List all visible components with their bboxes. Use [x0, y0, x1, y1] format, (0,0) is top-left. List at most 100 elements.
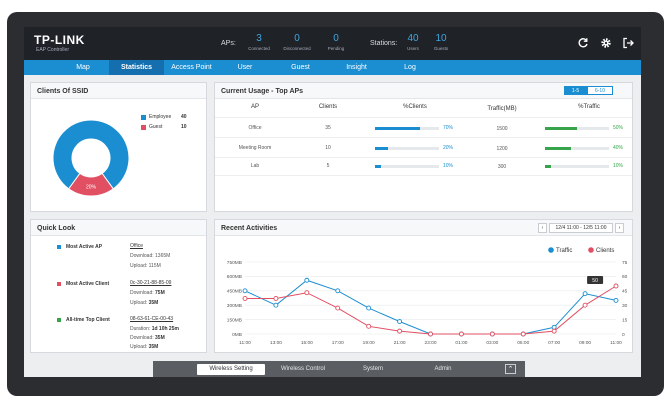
pie-label: 20% — [86, 185, 97, 191]
legend-label-employee: Employee — [149, 114, 172, 120]
tab-admin[interactable]: Admin — [434, 366, 452, 372]
x-tick-label: 15:00 — [301, 340, 313, 346]
tab-system[interactable]: System — [362, 366, 383, 372]
clients-bar-fill — [375, 147, 388, 150]
legend-swatch-guest — [141, 125, 146, 130]
series-line-clients — [245, 285, 617, 335]
download-key: Download: — [130, 335, 154, 341]
y-left-tick-label: 150MB — [227, 317, 242, 323]
quick-look-panel: Quick Look Most Active AP Office Downloa… — [30, 219, 207, 353]
panel-header — [215, 220, 632, 236]
bottom-bar: Wireless Setting Wireless Control System… — [153, 361, 525, 377]
tab-user[interactable]: User — [237, 64, 253, 71]
tab-access-point[interactable]: Access Point — [171, 64, 212, 71]
x-tick-label: 01:00 — [455, 340, 467, 346]
x-tick-label: 13:00 — [270, 340, 282, 346]
chevron-left-icon[interactable]: ‹ — [538, 223, 547, 233]
y-right-tick-label: 15 — [622, 317, 628, 323]
chevron-right-icon[interactable]: › — [615, 223, 624, 233]
gear-icon[interactable] — [599, 36, 613, 50]
most-active-ap-link[interactable]: Office — [130, 243, 143, 249]
traffic-bar-fill — [545, 165, 552, 168]
download-value: 1365M — [155, 253, 171, 259]
download-value: 75M — [155, 290, 165, 296]
x-tick-label: 11:00 — [610, 340, 622, 346]
data-point — [335, 305, 341, 311]
data-point — [242, 288, 248, 294]
data-point — [520, 331, 526, 337]
tab-guest[interactable]: Guest — [291, 64, 310, 71]
disconnected-count[interactable]: 0 — [294, 33, 300, 44]
date-range[interactable]: 12/4 11:00 - 12/5 11:00 — [549, 223, 613, 233]
upload-value: 35M — [148, 344, 159, 350]
data-point — [273, 302, 279, 308]
column-header-pct-traffic: %Traffic — [578, 104, 600, 110]
traffic-bar-fill — [545, 147, 571, 150]
top-client-link[interactable]: 08-63-61-CE-00-43 — [130, 316, 174, 322]
clients-bar-track — [375, 147, 439, 150]
data-point — [242, 296, 248, 301]
tab-wireless-setting[interactable]: Wireless Setting — [197, 364, 265, 375]
logo-subtitle: EAP Controller — [36, 47, 69, 53]
column-header-traffic: Traffic(MB) — [487, 106, 517, 112]
x-tick-label: 05:00 — [517, 340, 529, 346]
table-cell-pct-clients: 10% — [443, 163, 454, 169]
tooltip-box — [587, 276, 604, 284]
connected-count[interactable]: 3 — [256, 33, 262, 44]
toggle-6-10[interactable]: 6-10 — [587, 86, 613, 95]
x-tick-label: 09:00 — [579, 340, 591, 346]
data-point — [613, 297, 619, 303]
logo: TP-LINK — [34, 33, 85, 47]
y-left-tick-label: 0MB — [232, 332, 242, 338]
legend-swatch-employee — [141, 115, 146, 120]
pie-label: 80% — [92, 118, 103, 122]
tab-wireless-control[interactable]: Wireless Control — [280, 366, 325, 372]
ssid-donut-chart: 20% 80% — [52, 118, 130, 197]
upload-value: 35M — [148, 300, 159, 306]
table-cell-traffic: 300 — [497, 164, 507, 170]
y-left-tick-label: 600MB — [227, 274, 242, 280]
logout-icon[interactable] — [621, 36, 635, 50]
data-point — [335, 288, 341, 294]
recent-activities-panel: Recent Activities ‹ 12/4 11:00 - 12/5 11… — [214, 219, 633, 353]
quick-look-marker — [57, 282, 61, 286]
y-left-tick-label: 450MB — [227, 289, 242, 295]
guests-count[interactable]: 10 — [435, 33, 447, 44]
recent-activities-chart: Traffic Clients 0MB 0 150MB 15 300MB 30 450MB 45 6… — [227, 247, 628, 346]
data-point — [551, 328, 557, 334]
table-cell-clients: 5 — [326, 163, 330, 169]
legend-label: Traffic — [556, 248, 572, 254]
table-cell-pct-clients: 70% — [443, 125, 454, 131]
table-cell-traffic: 1500 — [496, 126, 508, 132]
stations-label: Stations: — [370, 40, 398, 47]
data-point — [613, 283, 619, 289]
legend-marker — [548, 247, 554, 253]
panel-title: Current Usage - Top APs — [221, 88, 304, 95]
quick-look-marker — [57, 318, 61, 322]
tab-map[interactable]: Map — [76, 64, 90, 71]
tooltip-value: 50 — [592, 278, 598, 284]
download-key: Download: — [130, 290, 154, 296]
app-screen: TP-LINK EAP Controller APs: 3 Connected … — [24, 27, 641, 377]
data-point — [397, 328, 403, 334]
duration-key: Duration: — [130, 326, 151, 332]
data-point — [366, 305, 372, 311]
tab-log[interactable]: Log — [404, 64, 416, 71]
most-active-client-link[interactable]: 0c-30-21-88-85-09 — [130, 280, 172, 286]
clients-bar-track — [375, 165, 439, 168]
y-right-tick-label: 45 — [622, 289, 628, 295]
toggle-1-5[interactable]: 1-5 — [564, 86, 587, 95]
pending-count[interactable]: 0 — [333, 33, 339, 44]
panel-header — [31, 83, 206, 99]
chevron-up-icon[interactable]: ⌃ — [505, 364, 516, 374]
tab-insight[interactable]: Insight — [346, 64, 367, 71]
tab-statistics[interactable]: Statistics — [109, 60, 164, 75]
connected-label: Connected — [248, 46, 270, 51]
table-cell-ap: Office — [248, 125, 262, 131]
main-nav: Map Statistics Access Point User Guest I… — [24, 60, 641, 75]
table-cell-clients: 10 — [325, 145, 331, 151]
users-count[interactable]: 40 — [407, 33, 419, 44]
y-right-tick-label: 0 — [622, 332, 625, 338]
row-divider — [215, 157, 632, 158]
refresh-icon[interactable] — [576, 36, 590, 50]
